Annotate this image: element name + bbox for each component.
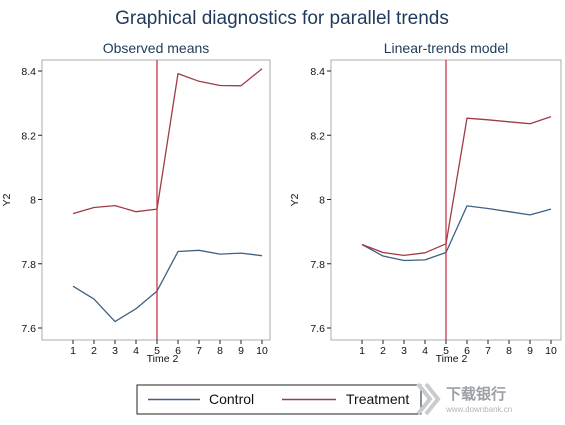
y-tick-label: 8 bbox=[319, 195, 325, 207]
x-tick-label: 2 bbox=[91, 345, 97, 357]
x-tick-label: 6 bbox=[464, 345, 470, 357]
x-tick-label: 7 bbox=[196, 345, 202, 357]
x-tick-label: 9 bbox=[527, 345, 533, 357]
legend-box bbox=[136, 384, 422, 415]
y-tick-label: 8.2 bbox=[21, 130, 36, 142]
x-axis-label: Time 2 bbox=[436, 353, 468, 365]
x-tick-label: 3 bbox=[112, 345, 118, 357]
legend-label-control: Control bbox=[209, 391, 254, 407]
x-axis-label: Time 2 bbox=[147, 353, 179, 365]
y-tick-label: 8.4 bbox=[310, 66, 325, 78]
series-line-treatment bbox=[72, 68, 263, 215]
x-tick-label: 10 bbox=[256, 345, 268, 357]
y-tick-label: 8.2 bbox=[310, 130, 325, 142]
x-tick-label: 6 bbox=[175, 345, 181, 357]
x-tick-label: 8 bbox=[506, 345, 512, 357]
x-tick-label: 2 bbox=[380, 345, 386, 357]
y-tick-label: 8.4 bbox=[21, 66, 36, 78]
y-tick-label: 7.8 bbox=[310, 259, 325, 271]
x-tick-label: 3 bbox=[401, 345, 407, 357]
chart-panel-2: Linear-trends model 7.6 7.8 8 8.2 8.4 1 2 3 4 5 6 7 8… bbox=[289, 40, 562, 365]
panel-title: Observed means bbox=[103, 40, 210, 56]
x-tick-label: 8 bbox=[217, 345, 223, 357]
y-axis-label: Y2 bbox=[1, 193, 13, 206]
legend-label-treatment: Treatment bbox=[346, 391, 409, 407]
chart-panel-1: Observed means 7.6 7.8 8 8.2 8.4 1 2 3 4 5 6 7 8 9 10 Ti… bbox=[1, 40, 271, 365]
series-line-control bbox=[72, 249, 263, 323]
watermark-url: www.downbank.cn bbox=[445, 405, 512, 414]
watermark: 下载银行 www.downbank.cn bbox=[416, 382, 512, 416]
watermark-text: 下载银行 bbox=[446, 385, 506, 403]
y-tick-label: 7.6 bbox=[310, 323, 325, 335]
x-tick-label: 4 bbox=[422, 345, 428, 357]
panel-title: Linear-trends model bbox=[384, 40, 509, 56]
series-line-control bbox=[361, 205, 552, 262]
x-tick-label: 5 bbox=[443, 345, 449, 357]
y-tick-label: 8 bbox=[30, 195, 36, 207]
panels: Observed means 7.6 7.8 8 8.2 8.4 1 2 3 4 5 6 7 8 9 10 Ti… bbox=[1, 40, 562, 365]
x-tick-label: 1 bbox=[70, 345, 76, 357]
x-tick-label: 9 bbox=[238, 345, 244, 357]
x-tick-label: 1 bbox=[359, 345, 365, 357]
y-axis-label: Y2 bbox=[289, 193, 301, 206]
series-line-treatment bbox=[361, 115, 552, 257]
legend: Control Treatment bbox=[136, 384, 422, 415]
y-tick-label: 7.6 bbox=[21, 323, 36, 335]
x-tick-label: 10 bbox=[545, 345, 557, 357]
plot-frame bbox=[41, 59, 271, 341]
watermark-logo-icon bbox=[416, 382, 441, 416]
x-tick-label: 7 bbox=[485, 345, 491, 357]
x-tick-label: 5 bbox=[154, 345, 160, 357]
x-tick-label: 4 bbox=[133, 345, 139, 357]
y-tick-label: 7.8 bbox=[21, 259, 36, 271]
figure-title: Graphical diagnostics for parallel trend… bbox=[115, 8, 449, 29]
